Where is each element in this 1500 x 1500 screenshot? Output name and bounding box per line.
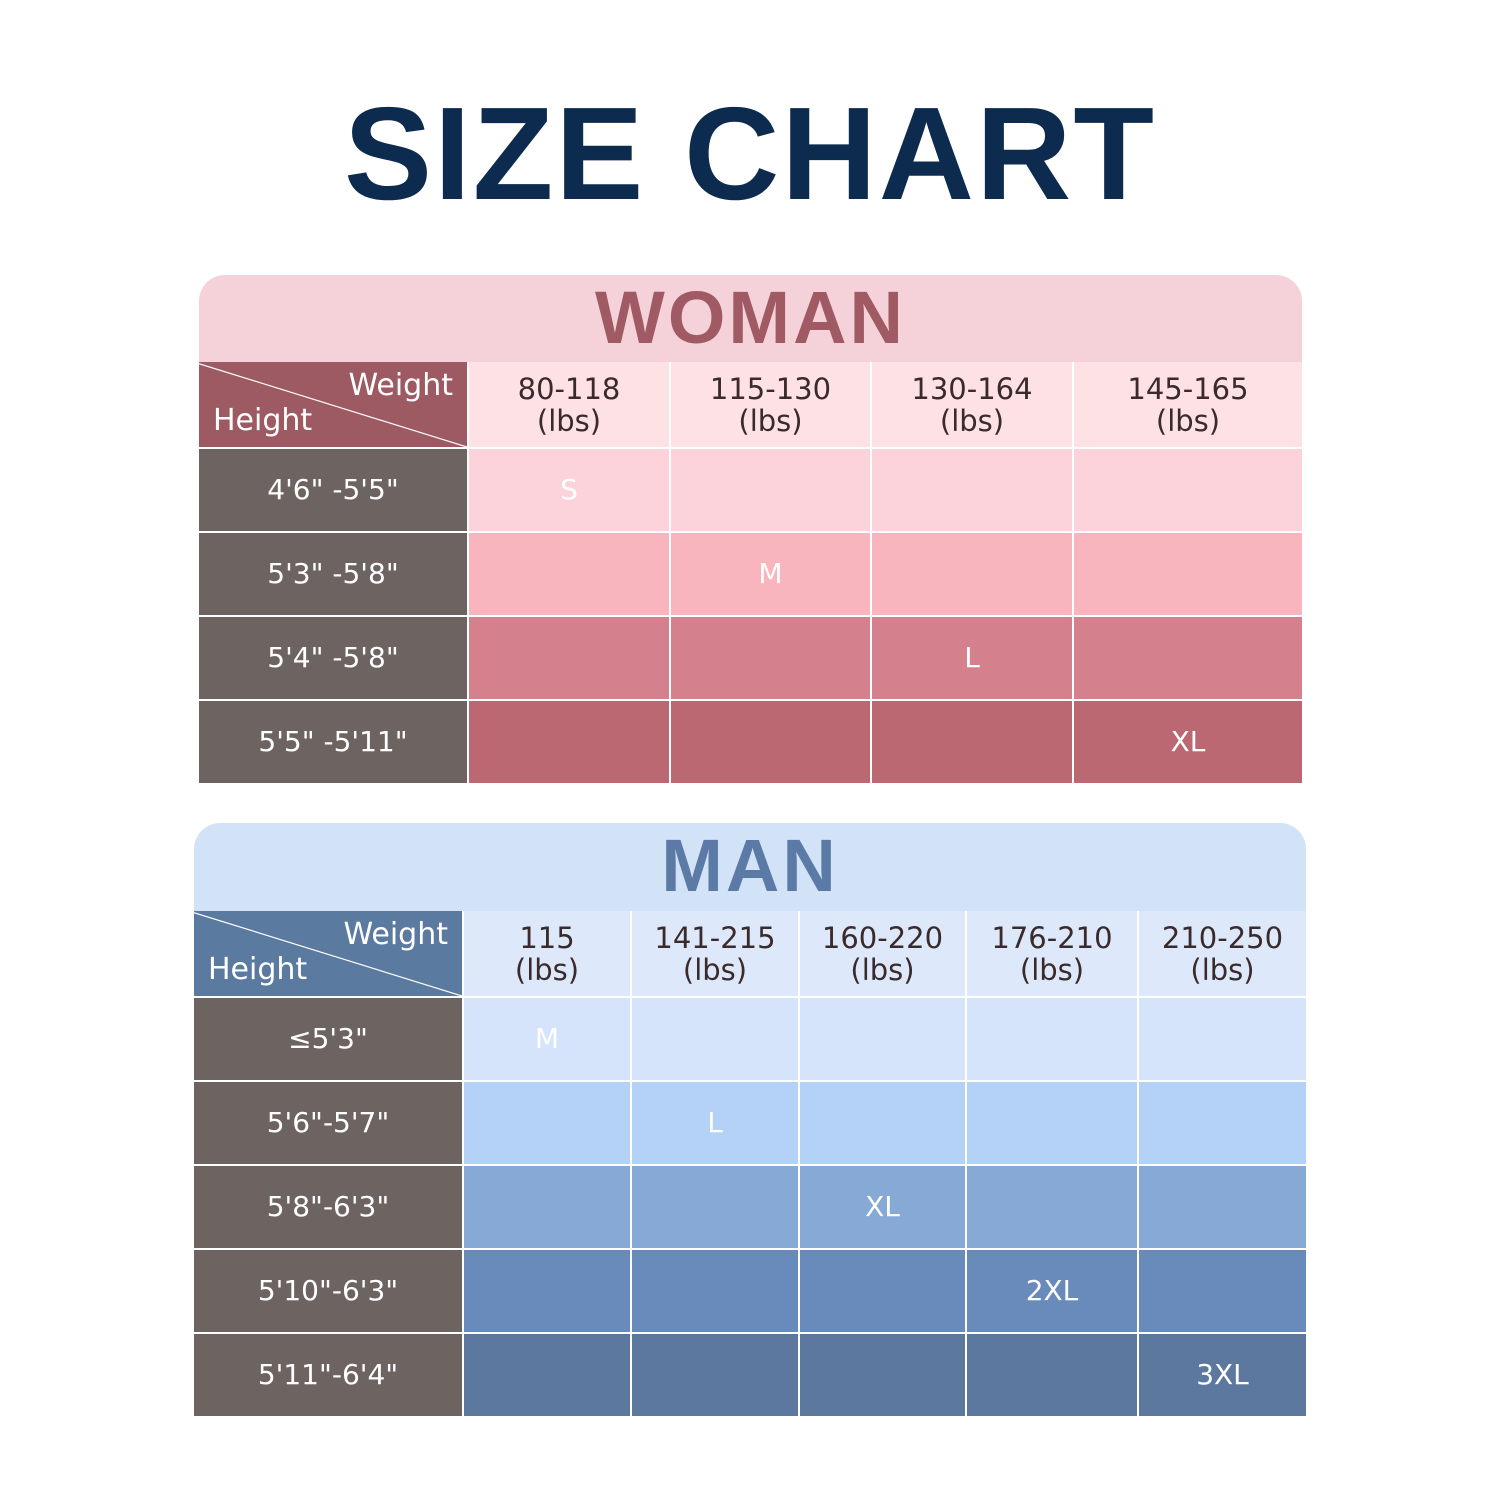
weight-unit: (lbs) [536,403,602,438]
empty-cell [1074,449,1302,531]
empty-cell [469,617,669,699]
weight-range: 160-220 [821,920,944,955]
empty-cell [967,1082,1137,1164]
empty-cell [632,1250,798,1332]
empty-cell [872,701,1072,783]
empty-cell [1139,1250,1306,1332]
size-cell: 2XL [967,1250,1137,1332]
empty-cell [800,1334,965,1416]
empty-cell [967,1166,1137,1248]
empty-cell [800,1082,965,1164]
diagonal-divider [199,362,467,447]
height-row-header: 5'11"-6'4" [194,1334,462,1416]
weight-column-header: 210-250 (lbs) [1139,911,1306,996]
size-cell: 3XL [1139,1334,1306,1416]
empty-cell [469,533,669,615]
empty-cell [1139,998,1306,1080]
empty-cell [464,1250,630,1332]
weight-column-header: 115 (lbs) [464,911,630,996]
woman-section-title: WOMAN [199,275,1302,362]
size-cell: XL [1074,701,1302,783]
diagonal-divider [194,911,462,996]
size-cell: M [671,533,870,615]
page-title: SIZE CHART [344,80,1156,227]
weight-range: 141-215 [654,920,776,955]
height-row-header: 5'3" -5'8" [199,533,467,615]
weight-column-header: 145-165 (lbs) [1074,362,1302,447]
size-cell: M [464,998,630,1080]
weight-column-header: 115-130 (lbs) [671,362,870,447]
empty-cell [800,998,965,1080]
height-row-header: 5'5" -5'11" [199,701,467,783]
empty-cell [1074,533,1302,615]
weight-unit: (lbs) [682,952,748,987]
weight-range: 130-164 [911,371,1033,406]
empty-cell [1139,1166,1306,1248]
weight-column-header: 80-118 (lbs) [469,362,669,447]
weight-range: 210-250 [1161,920,1284,955]
weight-column-header: 141-215 (lbs) [632,911,798,996]
weight-unit: (lbs) [738,403,803,438]
empty-cell [967,998,1137,1080]
weight-range: 176-210 [991,920,1113,955]
size-cell: S [469,449,669,531]
empty-cell [800,1250,965,1332]
empty-cell [671,701,870,783]
man-grid: Weight Height 115 (lbs) 141-215 (lbs) 160-220(… [194,911,1306,1416]
weight-unit: (lbs) [1155,403,1221,438]
empty-cell [872,449,1072,531]
height-label: Height [208,952,308,987]
size-cell: XL [800,1166,965,1248]
empty-cell [632,1166,798,1248]
empty-cell [1074,617,1302,699]
height-row-header: 5'10"-6'3" [194,1250,462,1332]
weight-column-header: 176-210 (lbs) [967,911,1137,996]
height-row-header: 5'8"-6'3" [194,1166,462,1248]
weight-unit: (lbs) [1019,952,1085,987]
size-cell: L [632,1082,798,1164]
height-row-header: 4'6" -5'5" [199,449,467,531]
weight-range: 145-165 [1127,371,1249,406]
weight-label: Weight [348,368,453,403]
weight-column-header: 160-220 (lbs) [800,911,965,996]
height-row-header: 5'4" -5'8" [199,617,467,699]
weight-label: Weight [343,917,448,952]
weight-range: 80-118 [517,371,621,406]
weight-unit: (lbs) [1190,952,1255,987]
empty-cell [1139,1082,1306,1164]
empty-cell [671,617,870,699]
corner-header: Weight Height [199,362,467,447]
empty-cell [671,449,870,531]
empty-cell [967,1334,1137,1416]
empty-cell [632,1334,798,1416]
empty-cell [632,998,798,1080]
height-row-header: 5'6"-5'7" [194,1082,462,1164]
man-size-table: MAN Weight Height 115 (lbs) 141-215 (lbs) 160-2… [194,823,1306,1416]
man-section-title: MAN [194,823,1306,911]
weight-unit: (lbs) [514,952,580,987]
empty-cell [872,533,1072,615]
weight-unit: (lbs) [850,952,915,987]
weight-range: 115 [519,920,575,955]
empty-cell [469,701,669,783]
woman-size-table: WOMAN Weight Height 80-118 (lbs) 115-130 (lbs)… [199,275,1302,783]
weight-column-header: 130-164 (lbs) [872,362,1072,447]
corner-header: Weight Height [194,911,462,996]
size-cell: L [872,617,1072,699]
height-row-header: ≤5'3" [194,998,462,1080]
empty-cell [464,1082,630,1164]
empty-cell [464,1334,630,1416]
weight-range: 115-130 [709,371,832,406]
height-label: Height [213,403,313,438]
empty-cell [464,1166,630,1248]
weight-unit: (lbs) [939,403,1005,438]
woman-grid: Weight Height 80-118 (lbs) 115-130 (lbs) 130-1… [199,362,1302,783]
